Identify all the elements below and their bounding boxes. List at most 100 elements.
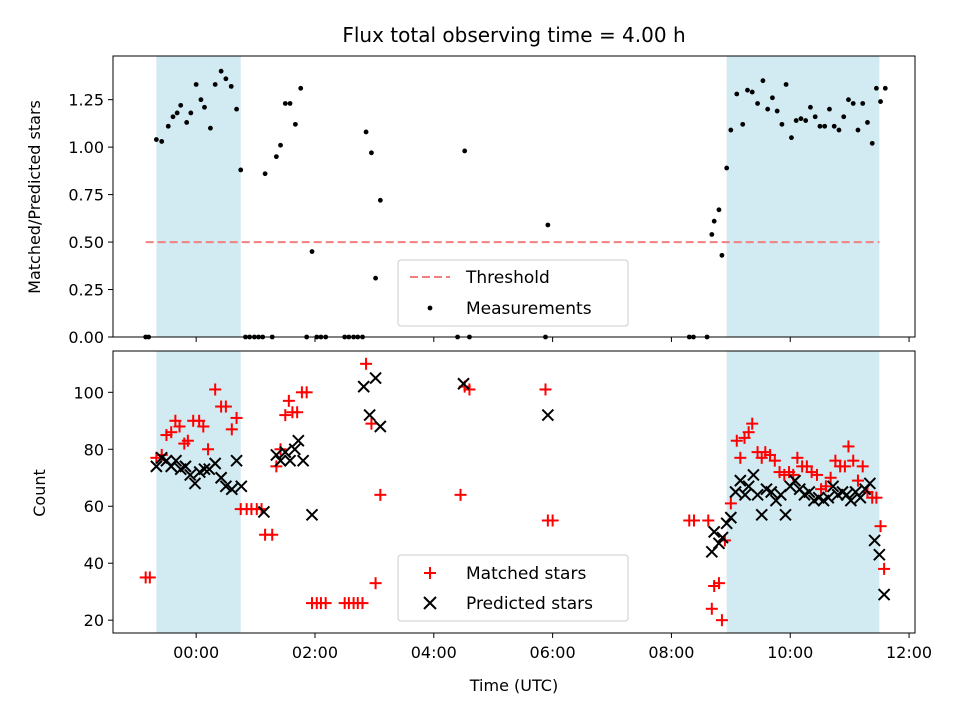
measurement-point <box>765 106 771 112</box>
matched-star-marker <box>712 577 725 590</box>
predicted-star-marker <box>755 508 768 521</box>
matched-star-marker <box>181 434 194 447</box>
y-tick-label: 0.25 <box>68 281 104 300</box>
matched-star-marker <box>851 474 864 487</box>
chart-title: Flux total observing time = 4.00 h <box>342 23 685 47</box>
measurement-point <box>803 118 809 123</box>
matched-star-marker <box>874 520 887 533</box>
legend-matched-label: Matched stars <box>466 564 586 584</box>
observing-window-band <box>726 56 880 337</box>
y-tick-label: 0.00 <box>68 328 104 347</box>
predicted-star-marker <box>357 380 370 393</box>
ratio-x-axis-ticks <box>195 337 910 342</box>
matched-star-marker <box>810 468 823 481</box>
matched-star-marker <box>454 488 467 501</box>
ratio-legend: Threshold Measurements <box>397 259 629 327</box>
measurement-point <box>740 121 746 127</box>
measurement-point <box>170 114 176 120</box>
predicted-star-marker <box>868 534 881 547</box>
predicted-star-marker <box>788 474 802 487</box>
matched-star-marker <box>225 423 238 436</box>
measurement-point <box>728 127 734 133</box>
predicted-star-marker <box>873 548 886 561</box>
measurement-point <box>273 154 279 160</box>
predicted-star-marker <box>198 463 211 476</box>
measurement-point <box>755 101 760 106</box>
predicted-star-marker <box>877 588 891 601</box>
matched-star-marker <box>746 417 759 430</box>
y-tick-label: 1.25 <box>68 91 104 110</box>
measurement-point <box>724 165 730 171</box>
measurement-point <box>377 197 383 203</box>
measurement-point <box>238 167 244 173</box>
ratio-y-axis-label: Matched/Predicted stars <box>25 100 44 294</box>
predicted-star-markers <box>150 371 891 601</box>
matched-star-marker <box>463 383 476 396</box>
matched-star-marker <box>688 514 701 527</box>
predicted-star-marker <box>225 482 239 496</box>
predicted-star-marker <box>716 531 729 544</box>
observing-window-band <box>156 56 241 337</box>
predicted-star-marker <box>803 485 816 499</box>
predicted-star-marker <box>274 454 287 467</box>
predicted-star-marker <box>822 491 835 504</box>
measurement-point <box>153 137 159 142</box>
matched-star-marker <box>202 443 215 456</box>
matched-star-marker <box>715 614 728 627</box>
matched-star-marker <box>274 443 287 456</box>
y-tick-label: 0.50 <box>68 233 104 252</box>
predicted-star-marker <box>734 474 747 487</box>
measurement-point <box>462 148 468 154</box>
measurement-point <box>860 101 866 106</box>
measurement-point <box>178 102 184 108</box>
measurement-point <box>749 89 755 95</box>
measurement-point <box>760 78 766 84</box>
measurement-point <box>779 121 785 127</box>
predicted-star-marker <box>270 448 283 462</box>
measurement-point <box>822 123 828 129</box>
predicted-star-marker <box>863 477 877 490</box>
ratio-plot-panel: 0.00 0.25 0.50 0.75 1.00 1.25 Flux total obse… <box>25 23 916 347</box>
predicted-star-marker <box>724 511 738 524</box>
matched-star-marker <box>842 440 855 453</box>
predicted-star-marker <box>826 480 840 493</box>
matched-star-marker <box>369 577 382 590</box>
measurement-point <box>812 114 818 120</box>
measurement-point <box>709 232 715 237</box>
matched-star-marker <box>791 451 804 464</box>
measurement-point <box>174 110 180 116</box>
legend-matched-swatch <box>424 567 436 579</box>
measurement-point <box>188 110 194 116</box>
time-x-axis-label: Time (UTC) <box>469 676 558 695</box>
measurement-point <box>234 106 239 112</box>
y-tick-label: 100 <box>73 383 104 402</box>
measurement-point <box>262 171 268 177</box>
measurement-point <box>827 106 832 112</box>
matched-star-marker <box>805 466 818 479</box>
matched-star-marker <box>819 480 832 493</box>
predicted-star-marker <box>729 485 742 499</box>
y-tick-label: 0.75 <box>68 186 104 205</box>
matched-star-marker <box>319 597 332 610</box>
predicted-star-marker <box>230 454 243 467</box>
measurement-point <box>745 87 750 93</box>
measurement-point <box>873 85 879 91</box>
count-plot-frame <box>112 350 916 634</box>
matched-star-marker <box>165 426 178 439</box>
measurement-point <box>865 120 870 125</box>
predicted-star-marker <box>765 485 778 499</box>
predicted-star-marker <box>208 457 222 470</box>
measurement-point <box>165 123 171 129</box>
ratio-legend-frame <box>397 259 629 327</box>
measurement-point <box>363 129 369 135</box>
matched-star-marker <box>705 602 718 615</box>
measurement-points <box>143 68 888 340</box>
predicted-star-marker <box>720 517 733 530</box>
measurement-point <box>716 207 722 213</box>
measurement-point <box>734 91 740 97</box>
measurement-point <box>793 118 799 123</box>
x-tick-label: 02:00 <box>292 643 338 662</box>
predicted-star-marker <box>184 468 197 482</box>
legend-measurements-swatch <box>427 305 433 311</box>
matched-star-marker <box>539 383 552 396</box>
